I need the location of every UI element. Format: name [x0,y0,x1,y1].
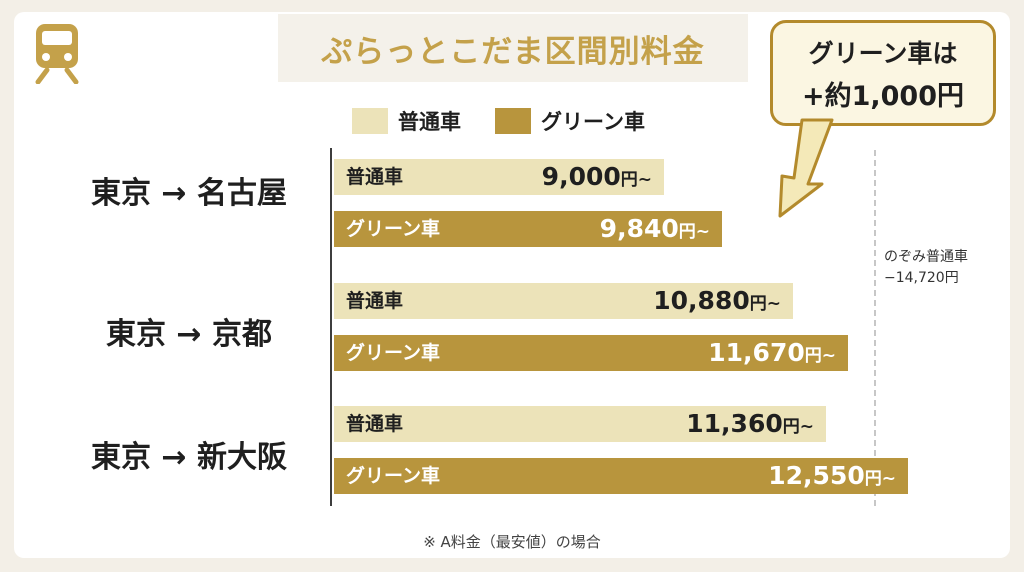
footnote: ※ A料金（最安値）の場合 [423,533,601,551]
legend-item-futsu: 普通車 [352,106,461,136]
reference-line [874,150,876,506]
legend-label-futsu: 普通車 [398,110,461,134]
bar-series-label: 普通車 [346,413,404,435]
route-label-1: 東京 → 京都 [105,317,273,352]
bar-value-label: 11,360円~ [686,409,814,438]
chart-title: ぷらっとこだま区間別料金 [321,33,705,70]
bar-value-label: 12,550円~ [768,461,896,490]
bar-value-label: 10,880円~ [653,286,781,315]
bar-green-1: グリーン車 11,670円~ [334,335,848,371]
bar-value-label: 9,840円~ [599,214,710,243]
bar-green-2: グリーン車 12,550円~ [334,458,908,494]
bar-series-label: 普通車 [346,290,404,312]
reference-label: のぞみ普通車 −14,720円 [884,247,968,289]
reference-label-line2: −14,720円 [884,270,959,286]
bar-futsu-2: 普通車 11,360円~ [334,406,826,442]
reference-label-line1: のぞみ普通車 [884,249,968,265]
y-axis-line [330,148,332,506]
bar-futsu-0: 普通車 9,000円~ [334,159,664,195]
legend-swatch-green [495,108,531,134]
bar-series-label: グリーン車 [346,218,441,240]
bar-value-label: 11,670円~ [708,338,836,367]
callout-bubble: グリーン車は +約1,000円 [770,20,996,126]
legend-swatch-futsu [352,108,388,134]
callout-arrow-icon [778,118,834,218]
route-label-0: 東京 → 名古屋 [90,176,288,211]
bar-futsu-1: 普通車 10,880円~ [334,283,793,319]
bar-series-label: 普通車 [346,166,404,188]
callout-line1: グリーン車は [808,38,958,68]
bar-series-label: グリーン車 [346,465,441,487]
title-band: ぷらっとこだま区間別料金 [278,14,748,82]
bar-value-label: 9,000円~ [541,162,652,191]
route-label-2: 東京 → 新大阪 [90,440,288,475]
legend-item-green: グリーン車 [495,106,645,136]
legend: 普通車 グリーン車 [352,106,679,136]
legend-label-green: グリーン車 [541,110,645,134]
bar-green-0: グリーン車 9,840円~ [334,211,722,247]
train-icon [35,24,79,84]
callout-line2: +約1,000円 [801,80,965,112]
bar-series-label: グリーン車 [346,342,441,364]
